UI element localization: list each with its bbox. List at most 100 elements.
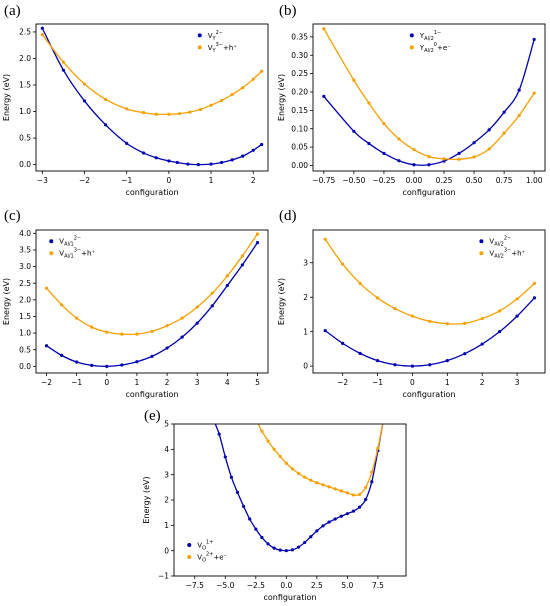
data-point: [150, 354, 154, 358]
data-point: [278, 548, 282, 552]
x-tick-label: −7.5: [186, 581, 204, 590]
data-point: [375, 358, 380, 363]
data-point: [445, 322, 449, 326]
data-point: [266, 439, 270, 443]
series-blue: [44, 241, 260, 368]
data-point: [517, 88, 521, 92]
data-point: [321, 483, 325, 487]
data-point: [412, 148, 416, 152]
data-point: [309, 478, 313, 482]
data-point: [251, 77, 255, 81]
y-tick-label: 0.35: [291, 32, 308, 41]
data-point: [309, 535, 313, 539]
panel-c: (c) −2 −1 0 1 2 3 4 5 0.0 0.5 1.0 1.5 2.0 2.5 3.0 3.5 4.…: [0, 200, 275, 400]
legend-entry: VO2++e⁻: [197, 552, 227, 564]
x-tick-label: 1: [445, 378, 450, 387]
y-tick-label: 1.5: [19, 312, 31, 321]
panel-letter-e: (e): [144, 408, 161, 424]
data-point: [382, 415, 385, 418]
y-tick-label: 0.5: [19, 134, 31, 143]
data-point: [382, 151, 386, 155]
data-point: [382, 415, 385, 418]
x-axis-label: configuration: [125, 188, 178, 197]
data-point: [364, 497, 368, 502]
data-point: [397, 137, 401, 141]
y-axis-label: Energy (eV): [2, 74, 11, 121]
data-point: [457, 151, 461, 155]
x-tick-label: 2: [480, 378, 485, 387]
y-tick-label: 0.0: [19, 160, 31, 169]
x-axis-label: configuration: [263, 593, 316, 602]
y-tick-label: 0: [303, 362, 308, 371]
data-point: [272, 546, 276, 550]
y-axis-label: Energy (eV): [277, 74, 286, 121]
x-tick-label: 5: [255, 378, 260, 387]
data-point: [229, 475, 233, 479]
y-tick-label: 4: [164, 445, 169, 454]
data-point: [351, 509, 356, 513]
data-point: [333, 517, 337, 521]
y-tick-label: 4.0: [19, 229, 31, 238]
legend-entry: VAl/12−: [59, 236, 81, 248]
x-tick-label: 1: [135, 378, 140, 387]
data-point: [167, 159, 171, 163]
data-point: [235, 490, 240, 494]
y-tick-label: 0.00: [291, 161, 308, 170]
data-point: [290, 548, 295, 552]
data-point: [376, 446, 380, 450]
data-point: [260, 429, 264, 433]
x-tick-label: −1: [71, 378, 82, 387]
data-point: [397, 159, 401, 163]
y-tick-label: 0: [164, 546, 169, 555]
series-orange: [40, 33, 264, 116]
data-point: [502, 110, 506, 114]
data-point: [457, 157, 461, 161]
data-point: [272, 447, 276, 451]
y-tick-label: 3: [164, 470, 169, 479]
series-orange: [323, 237, 537, 326]
data-point: [195, 305, 199, 309]
y-tick-label: 2.5: [19, 28, 31, 37]
legend: VAl/22−VAl/23−+h⁺: [479, 236, 526, 260]
data-point: [186, 162, 190, 166]
data-point: [61, 68, 66, 72]
data-point: [370, 480, 374, 484]
legend-entry: VY2−: [208, 30, 223, 42]
data-point: [351, 493, 356, 497]
legend-marker: [479, 251, 484, 256]
legend-entry: YAl/21−: [419, 30, 441, 42]
x-tick-label: 3: [515, 378, 520, 387]
series-line: [323, 39, 535, 166]
data-point: [463, 352, 467, 356]
chart-c-svg: −2 −1 0 1 2 3 4 5 0.0 0.5 1.0 1.5 2.0 2.5 3.0 3.5 4.0 con…: [2, 229, 269, 399]
data-point: [290, 467, 295, 471]
data-point: [60, 303, 64, 307]
y-tick-label: 1.0: [19, 107, 31, 116]
data-point: [296, 471, 301, 475]
y-tick-label: −1: [158, 572, 169, 581]
x-tick-label: 1.00: [526, 176, 543, 185]
data-point: [339, 489, 343, 493]
data-point: [322, 27, 326, 31]
data-point: [370, 470, 374, 474]
data-point: [90, 363, 94, 367]
legend: VAl/12−VAl/13−+h⁺: [49, 236, 95, 260]
data-point: [211, 417, 214, 420]
data-point: [364, 485, 368, 489]
legend: YAl/21−YAl/20+e⁻: [409, 30, 451, 54]
data-point: [255, 232, 260, 236]
series-blue: [211, 415, 385, 553]
data-point: [345, 512, 349, 516]
chart-b-svg: −0.75 −0.50 −0.25 0.00 0.25 0.50 0.75 1.00 0.00 0…: [277, 23, 546, 197]
data-point: [442, 159, 446, 163]
x-tick-label: 0: [104, 378, 109, 387]
x-tick-label: −1: [121, 176, 132, 185]
data-point: [327, 485, 331, 489]
data-point: [266, 542, 270, 546]
data-point: [135, 360, 139, 364]
panel-b: (b) −0.75 −0.50 −0.25 0.00 0.25 0.50 0.75 1.00 0…: [275, 0, 550, 200]
y-tick-label: 3.0: [19, 262, 31, 271]
x-tick-label: 2: [251, 176, 256, 185]
series-orange: [44, 232, 260, 336]
series-line: [214, 424, 384, 552]
